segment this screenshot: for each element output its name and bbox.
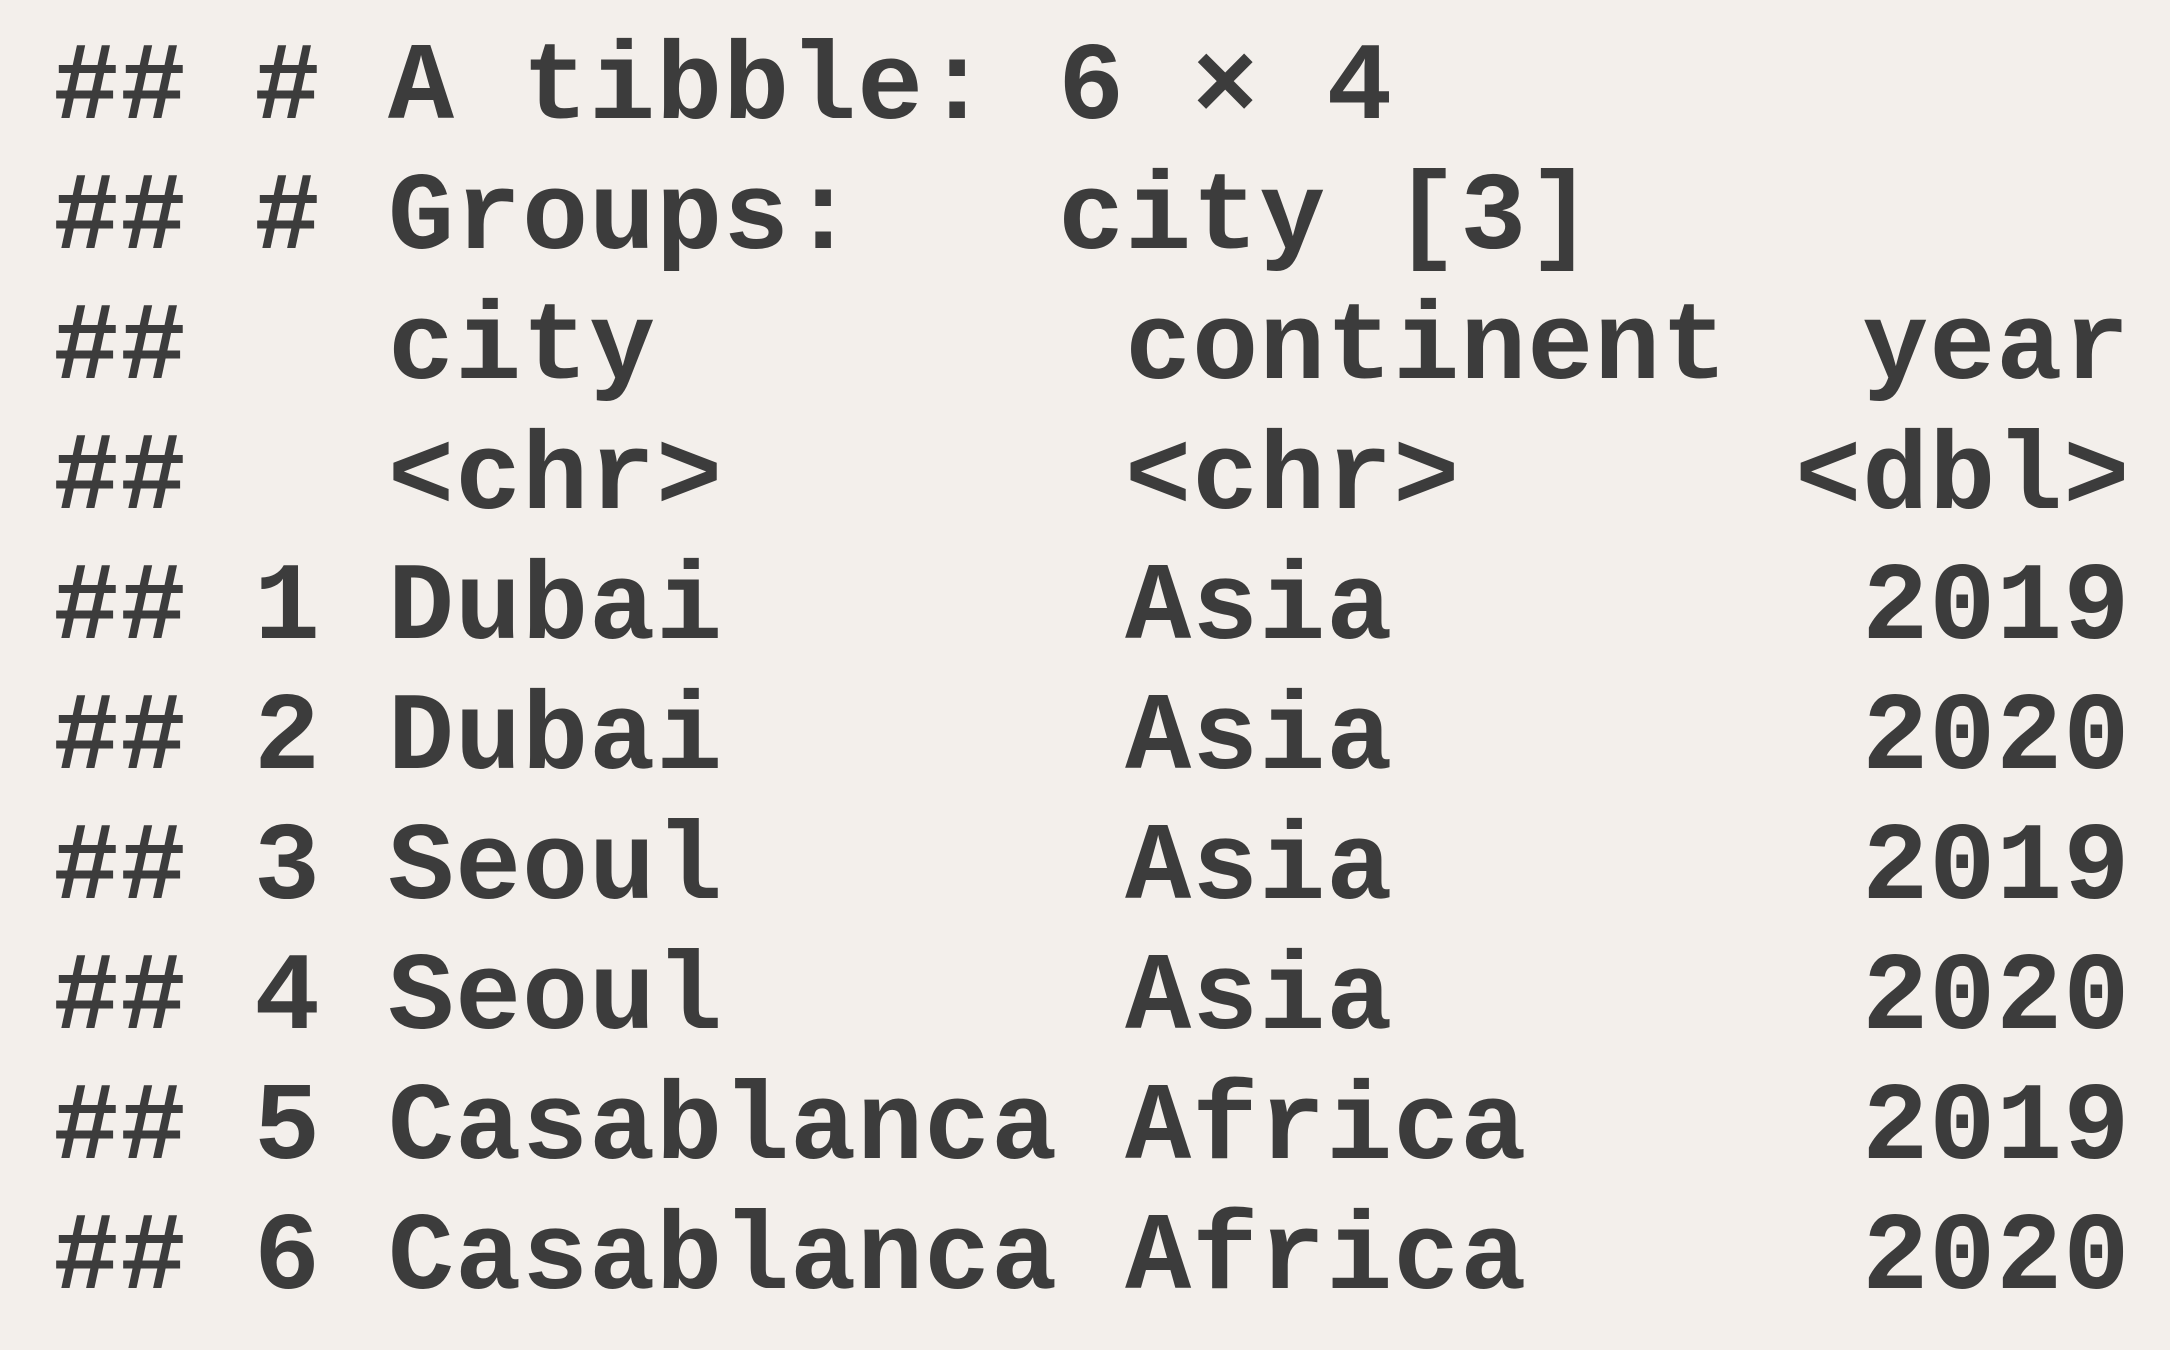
table-row: ## 5 Casablanca Africa 2019 <box>53 1067 2131 1192</box>
table-row: ## 4 Seoul Asia 2020 <box>53 937 2131 1062</box>
groups-line: ## # Groups: city [3] <box>53 157 1595 282</box>
tibble-header-line: ## # A tibble: 6 × 4 <box>53 27 1394 152</box>
table-row: ## 1 Dubai Asia 2019 <box>53 547 2131 672</box>
column-types-line: ## <chr> <chr> <dbl> <box>53 417 2131 542</box>
table-row: ## 6 Casablanca Africa 2020 <box>53 1197 2131 1322</box>
table-row: ## 3 Seoul Asia 2019 <box>53 807 2131 932</box>
column-names-line: ## city continent year <box>53 287 2131 412</box>
table-row: ## 2 Dubai Asia 2020 <box>53 677 2131 802</box>
